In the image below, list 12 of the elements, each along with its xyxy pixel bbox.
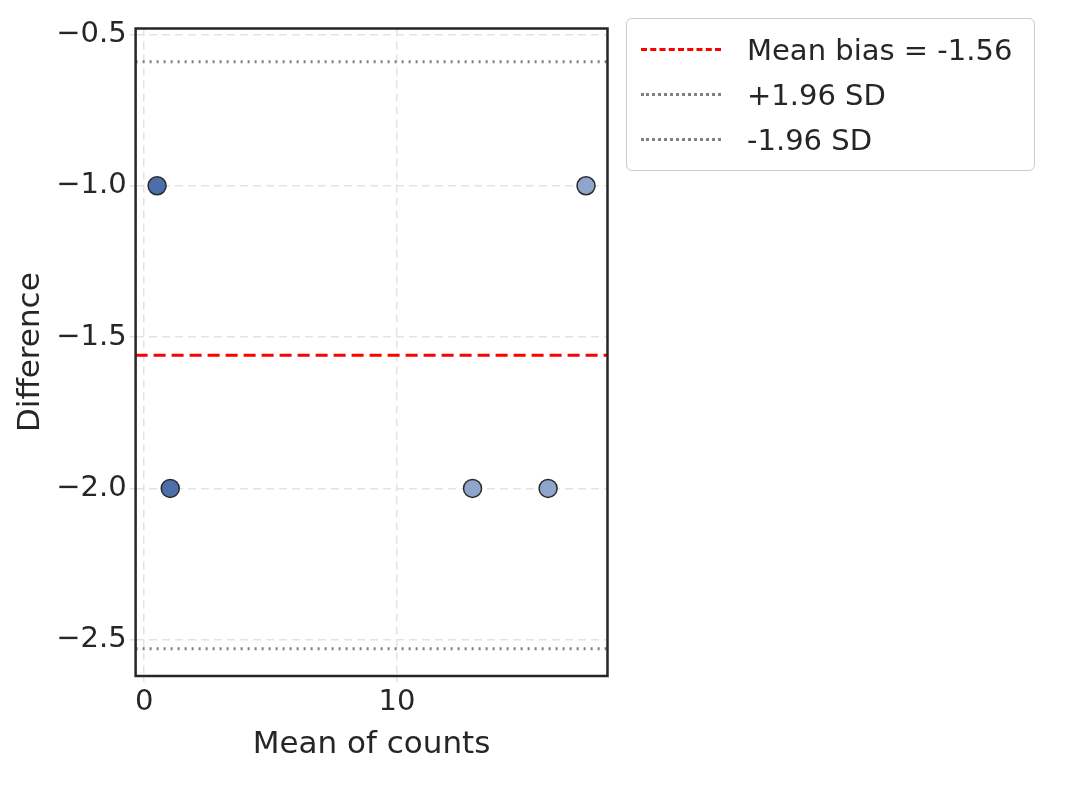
y-tick-label: −2.0 bbox=[56, 468, 127, 503]
y-tick-label: −2.5 bbox=[56, 620, 127, 655]
legend-label: Mean bias = -1.56 bbox=[747, 32, 1013, 67]
y-axis-title: Difference bbox=[9, 272, 46, 433]
y-tick-label: −1.5 bbox=[56, 317, 127, 352]
x-tick-label: 0 bbox=[134, 682, 154, 717]
x-axis-title: Mean of counts bbox=[252, 724, 491, 761]
y-tick-label: −0.5 bbox=[56, 14, 127, 49]
legend-label: +1.96 SD bbox=[747, 77, 886, 112]
y-tick-label: −1.0 bbox=[56, 166, 127, 201]
x-tick-label: 10 bbox=[378, 682, 416, 717]
legend-label: -1.96 SD bbox=[747, 122, 872, 157]
